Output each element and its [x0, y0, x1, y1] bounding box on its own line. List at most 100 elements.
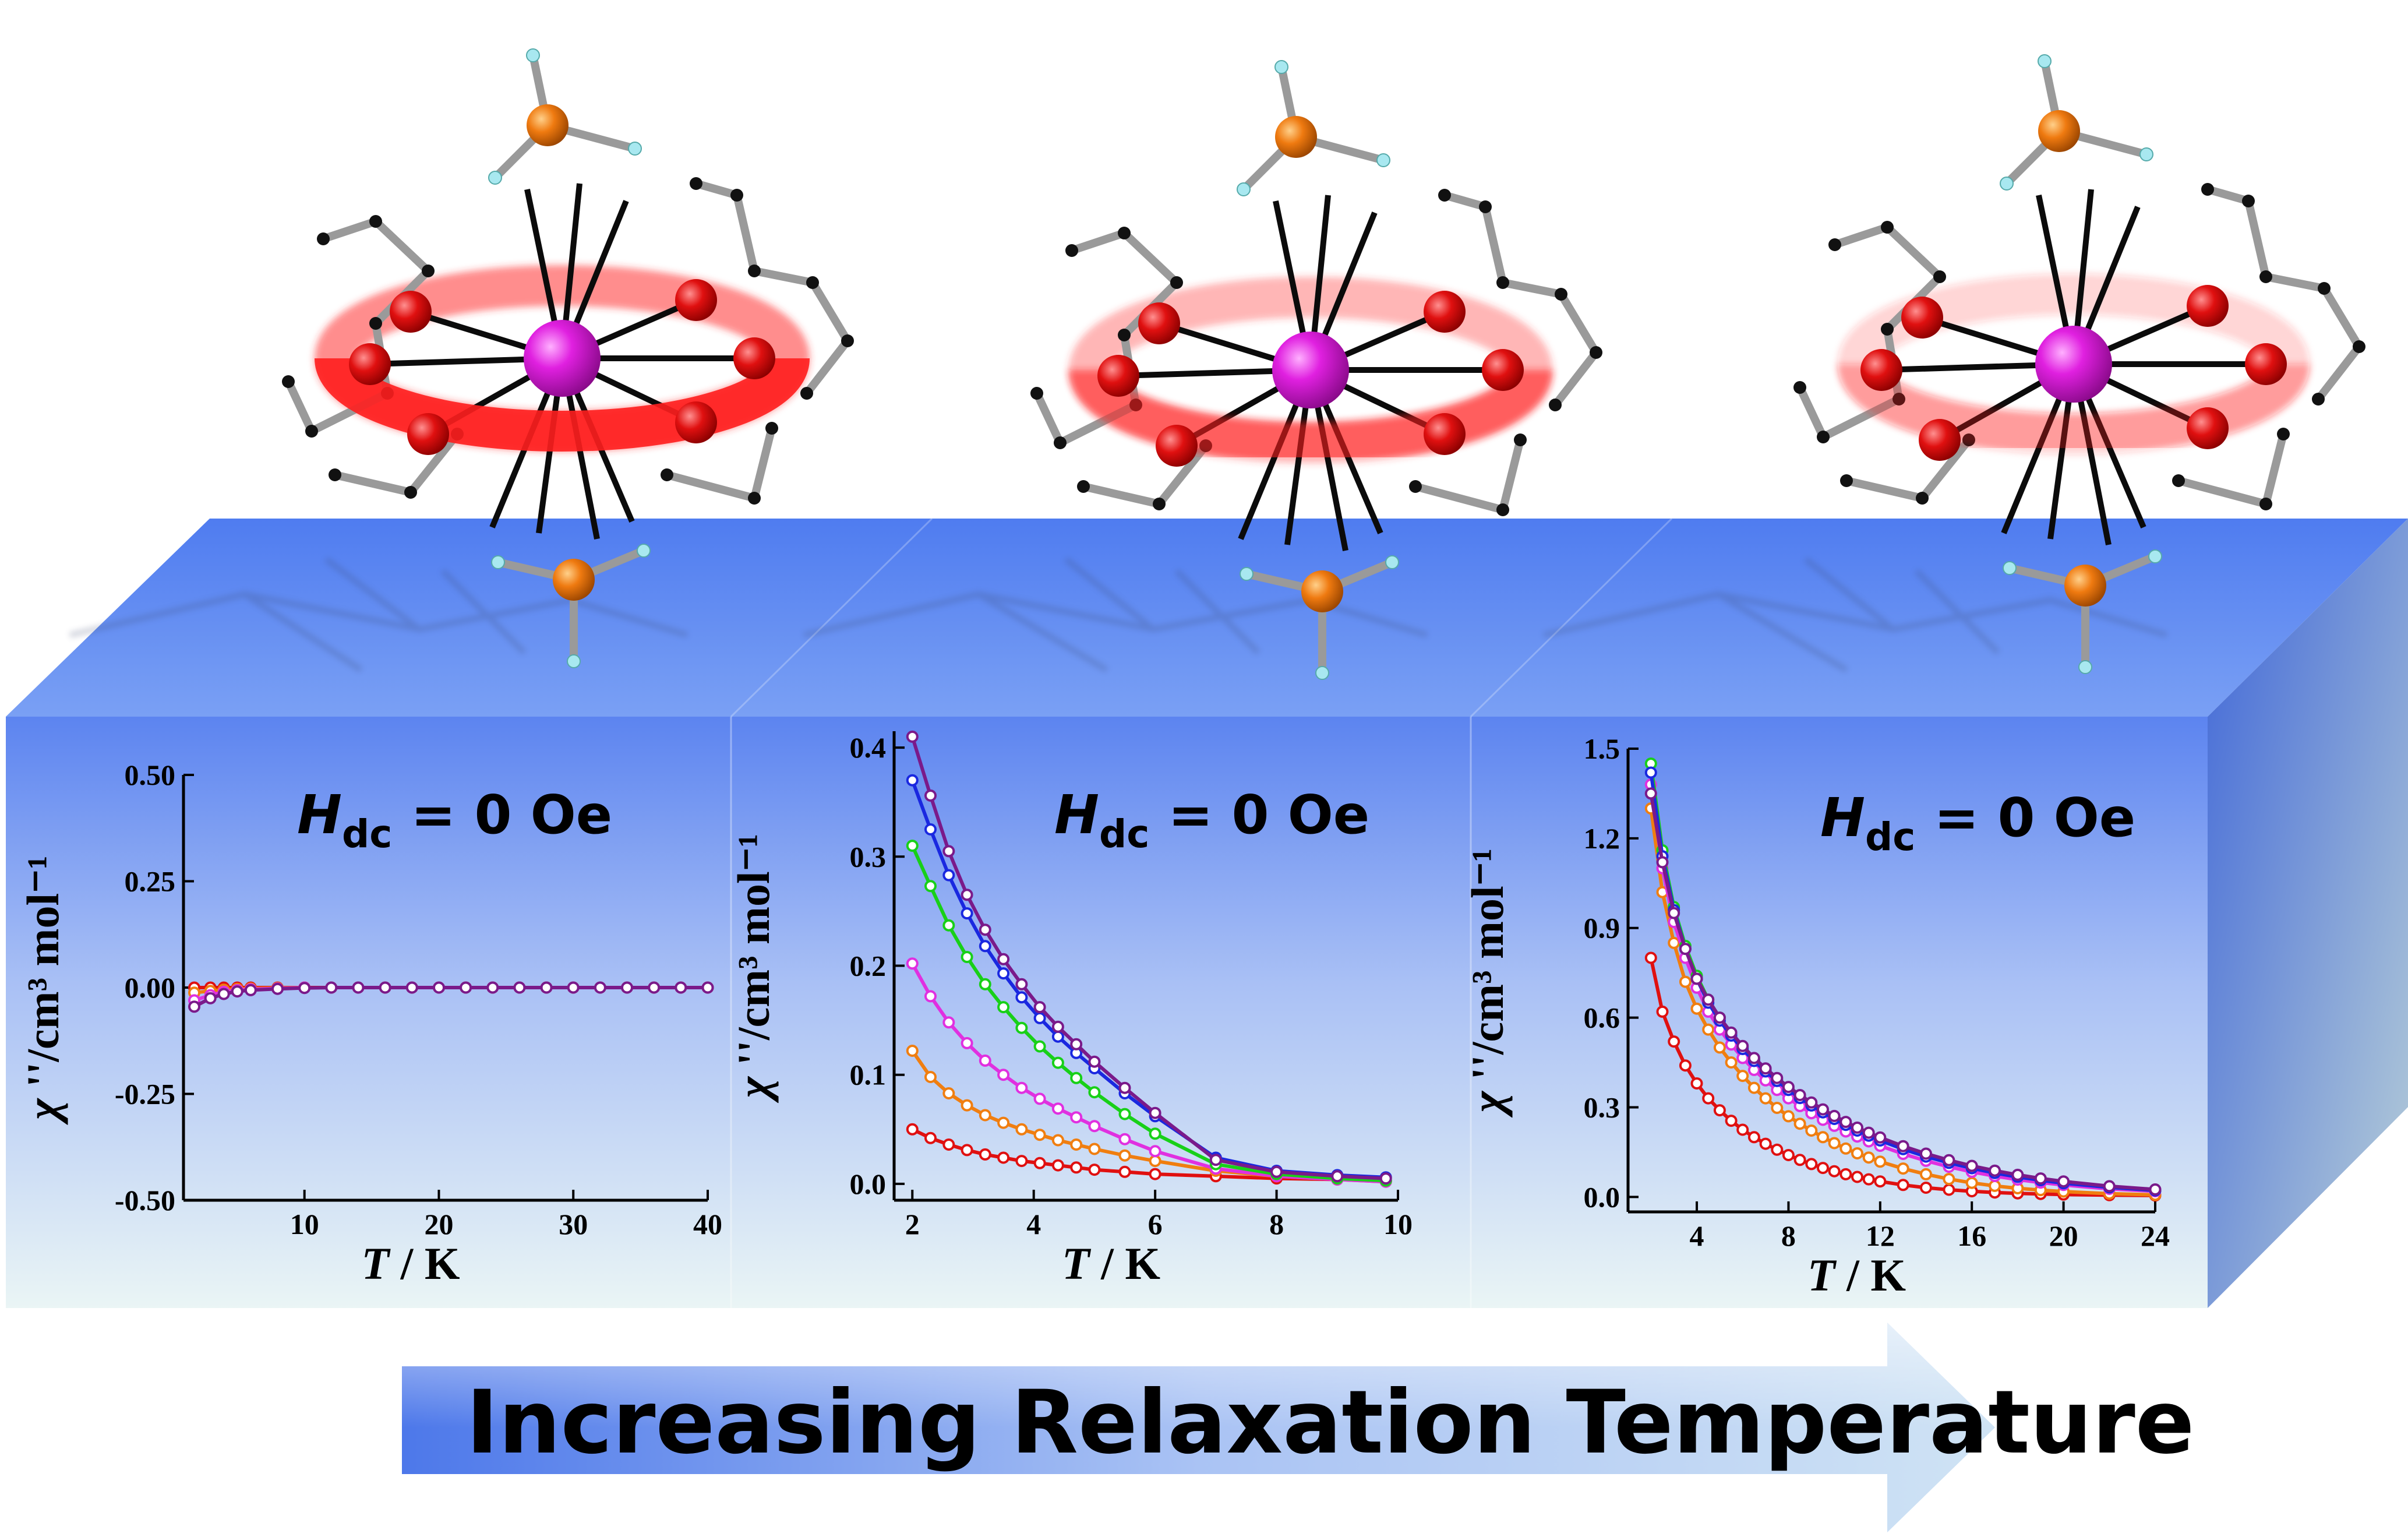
carbon-atom [1479, 200, 1492, 213]
chart-panels: 0.50 0.25 0.00 -0.25 -0.50 10 20 30 40 T / K χ ''/… [17, 730, 2170, 1300]
carbon-atom [369, 317, 382, 330]
data-point [1771, 1071, 1784, 1084]
data-point [1679, 975, 1692, 988]
data-point [1118, 1081, 1131, 1094]
data-point [1118, 1133, 1131, 1145]
data-point [1874, 1155, 1887, 1168]
data-point [1805, 1096, 1818, 1109]
hydrogen-atom [526, 48, 540, 62]
chart-panel-2: 0.0 0.1 0.2 0.3 0.4 2 4 6 8 10 T / K χ ''/cm³ mol⁻¹… [728, 730, 1413, 1289]
data-point [1782, 1081, 1795, 1094]
y-axis-label: χ ''/cm³ mol⁻¹ [17, 855, 68, 1124]
oxygen-atom [390, 291, 432, 333]
data-point [1033, 1001, 1046, 1014]
data-point [1015, 1081, 1028, 1094]
carbon-atom [841, 334, 854, 347]
data-point [325, 981, 338, 994]
data-point [961, 1037, 973, 1049]
data-point [1379, 1172, 1392, 1185]
y-tick-label: 0.50 [125, 759, 176, 791]
hydrogen-atom [1237, 182, 1251, 196]
data-point [1015, 991, 1028, 1004]
series-line [193, 986, 708, 1009]
carbon-atom [2353, 340, 2365, 353]
molecule-2 [1030, 60, 1602, 680]
data-point [594, 981, 606, 994]
data-point [1874, 1175, 1887, 1188]
x-tick-label: 24 [2141, 1219, 2170, 1252]
phosphorus-atom [553, 559, 595, 601]
data-point [906, 840, 919, 852]
oxygen-atom [1424, 413, 1466, 455]
carbon-atom [1496, 276, 1509, 289]
molecule-1 [282, 48, 854, 668]
data-point [1725, 1026, 1738, 1039]
data-point [979, 923, 991, 936]
y-tick-label: 0.25 [125, 865, 176, 898]
data-point [513, 981, 526, 994]
oxygen-atom [1919, 419, 1961, 461]
data-point [540, 981, 553, 994]
y-tick-label: -0.50 [115, 1184, 175, 1217]
hydrogen-atom [2003, 561, 2017, 575]
data-point [1070, 1038, 1083, 1050]
data-point [924, 1071, 937, 1083]
data-point [942, 1138, 955, 1151]
data-point [2034, 1172, 2047, 1185]
data-point [979, 1054, 991, 1067]
data-point [1015, 978, 1028, 990]
halo-ring-front [1069, 368, 1552, 463]
banner-arrow-gloss [402, 1323, 1995, 1427]
molecules [282, 48, 2365, 680]
carbon-atom [730, 189, 743, 202]
y-tick-label: 0.2 [850, 950, 887, 982]
ligand-chain [2206, 185, 2363, 402]
data-point [1668, 907, 1680, 919]
x-tick-label: 8 [1269, 1208, 1284, 1240]
carbon-atom [1065, 244, 1078, 257]
y-tick-label: 0.0 [1584, 1180, 1620, 1213]
data-point [997, 1151, 1010, 1164]
data-point [1270, 1165, 1283, 1178]
banner-text: Increasing Relaxation Temperature [466, 1372, 2194, 1473]
data-point [1149, 1155, 1161, 1168]
data-point [1679, 943, 1692, 956]
carbon-atom [1153, 498, 1166, 510]
carbon-atom [1054, 436, 1067, 449]
ligand-chain [1443, 191, 1600, 408]
carbon-atom [1840, 474, 1853, 487]
carbon-atom [329, 468, 341, 481]
y-tick-label: 1.5 [1584, 732, 1620, 765]
data-point [1070, 1071, 1083, 1084]
data-point [1118, 1165, 1131, 1178]
phosphorus-atom [527, 104, 569, 146]
banner-arrow: Increasing Relaxation Temperature [402, 1323, 2194, 1532]
field-annotation: Hdc = 0 Oe [1820, 787, 2135, 859]
data-point [1943, 1183, 1955, 1196]
data-point [1644, 951, 1657, 964]
series-2 [1644, 802, 2162, 1201]
carbon-atom [1077, 480, 1090, 493]
data-point [1805, 1124, 1818, 1137]
carbon-atom [1933, 270, 1946, 283]
x-axis-label: T / K [362, 1238, 460, 1289]
data-point [1713, 1041, 1726, 1054]
hydrogen-atom [2139, 147, 2153, 161]
data-point [1149, 1127, 1161, 1140]
oxygen-atom [2187, 407, 2229, 449]
halo-ring-front [1838, 362, 2310, 454]
carbon-atom [748, 492, 761, 505]
data-point [379, 981, 391, 994]
data-point [271, 982, 284, 995]
data-point [1088, 1143, 1101, 1155]
data-point [1149, 1168, 1161, 1180]
x-tick-label: 30 [559, 1208, 588, 1240]
hydrogen-atom [1385, 555, 1399, 569]
data-point [1805, 1158, 1818, 1171]
chart-panel-3: 0.0 0.3 0.6 0.9 1.2 1.5 4 8 12 16 20 24 T / K χ ''/cm… [1462, 732, 2170, 1300]
data-point [1088, 1086, 1101, 1099]
data-point [1828, 1137, 1841, 1150]
carbon-atom [1916, 492, 1929, 505]
data-point [997, 953, 1010, 965]
